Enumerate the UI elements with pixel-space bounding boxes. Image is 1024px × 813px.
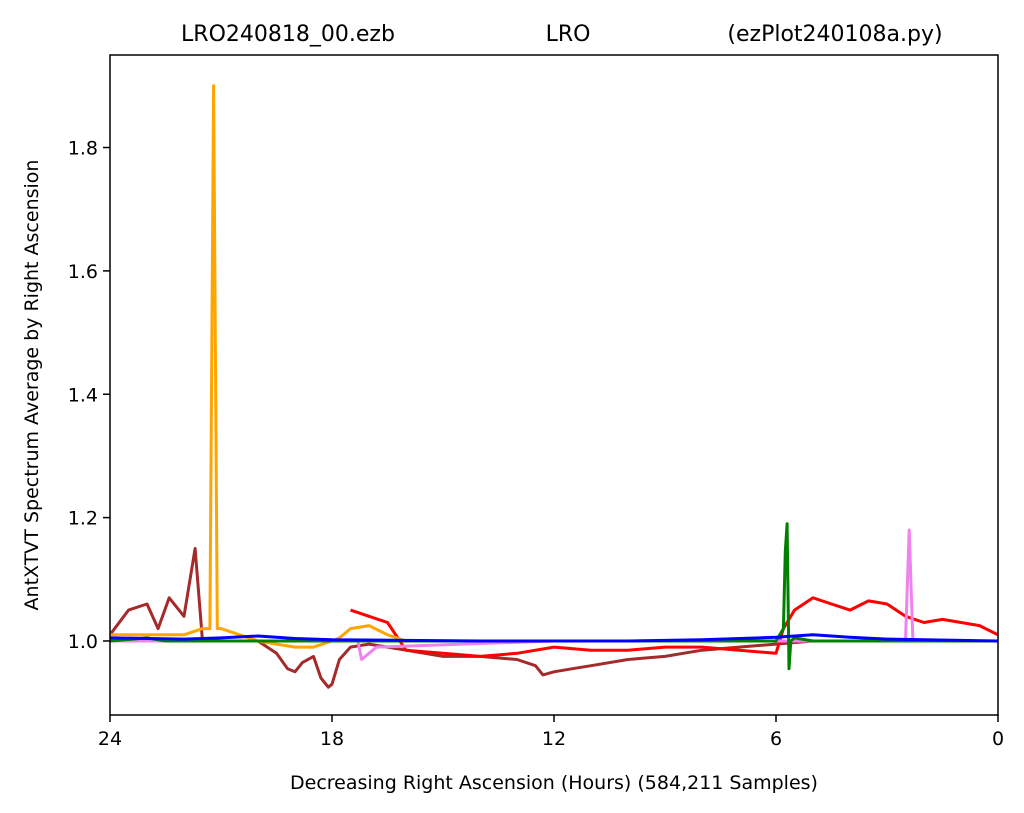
y-tick-label: 1.0 — [68, 631, 98, 653]
title-right: (ezPlot240108a.py) — [727, 22, 942, 47]
y-axis-label: AntXTVT Spectrum Average by Right Ascens… — [21, 160, 43, 611]
y-axis: 1.0 1.2 1.4 1.6 1.8 — [68, 138, 110, 653]
y-tick-label: 1.4 — [68, 384, 98, 406]
x-axis-label: Decreasing Right Ascension (Hours) (584,… — [290, 772, 818, 794]
title-left: LRO240818_00.ezb — [181, 22, 395, 47]
x-tick-label: 6 — [770, 728, 782, 750]
series-line-5 — [110, 522, 998, 671]
x-tick-label: 18 — [320, 728, 344, 750]
plot-area — [110, 55, 998, 715]
y-tick-label: 1.6 — [68, 261, 98, 283]
series-layer — [110, 84, 998, 689]
x-axis: 24 18 12 6 0 — [98, 715, 1004, 750]
x-tick-label: 12 — [542, 728, 566, 750]
title-center: LRO — [546, 22, 591, 47]
x-tick-label: 0 — [992, 728, 1004, 750]
x-tick-label: 24 — [98, 728, 122, 750]
series-line-2 — [350, 596, 998, 658]
y-tick-label: 1.2 — [68, 508, 98, 530]
series-line-6 — [110, 633, 998, 643]
y-tick-label: 1.8 — [68, 138, 98, 160]
